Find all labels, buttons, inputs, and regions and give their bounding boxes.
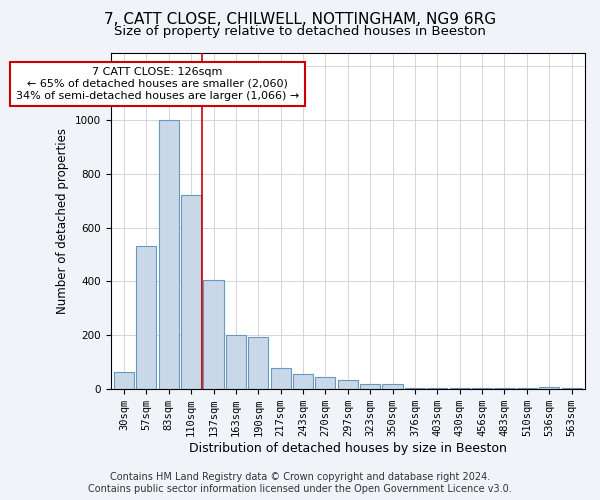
Bar <box>226 336 246 389</box>
Bar <box>382 384 403 389</box>
Bar <box>114 372 134 389</box>
Text: 7, CATT CLOSE, CHILWELL, NOTTINGHAM, NG9 6RG: 7, CATT CLOSE, CHILWELL, NOTTINGHAM, NG9… <box>104 12 496 28</box>
Bar <box>338 380 358 389</box>
Bar <box>427 388 448 389</box>
Bar <box>539 386 559 389</box>
Bar <box>203 280 224 389</box>
Bar <box>136 246 157 389</box>
Text: Size of property relative to detached houses in Beeston: Size of property relative to detached ho… <box>114 25 486 38</box>
Bar <box>293 374 313 389</box>
Bar <box>494 388 515 389</box>
Bar <box>248 336 268 389</box>
Bar <box>472 388 492 389</box>
Text: Contains HM Land Registry data © Crown copyright and database right 2024.
Contai: Contains HM Land Registry data © Crown c… <box>88 472 512 494</box>
Bar <box>271 368 291 389</box>
X-axis label: Distribution of detached houses by size in Beeston: Distribution of detached houses by size … <box>189 442 507 455</box>
Bar <box>562 388 581 389</box>
Bar <box>449 388 470 389</box>
Bar <box>360 384 380 389</box>
Bar <box>158 120 179 389</box>
Bar <box>181 196 201 389</box>
Bar <box>316 377 335 389</box>
Y-axis label: Number of detached properties: Number of detached properties <box>56 128 69 314</box>
Text: 7 CATT CLOSE: 126sqm
← 65% of detached houses are smaller (2,060)
34% of semi-de: 7 CATT CLOSE: 126sqm ← 65% of detached h… <box>16 68 299 100</box>
Bar <box>405 388 425 389</box>
Bar <box>517 388 537 389</box>
